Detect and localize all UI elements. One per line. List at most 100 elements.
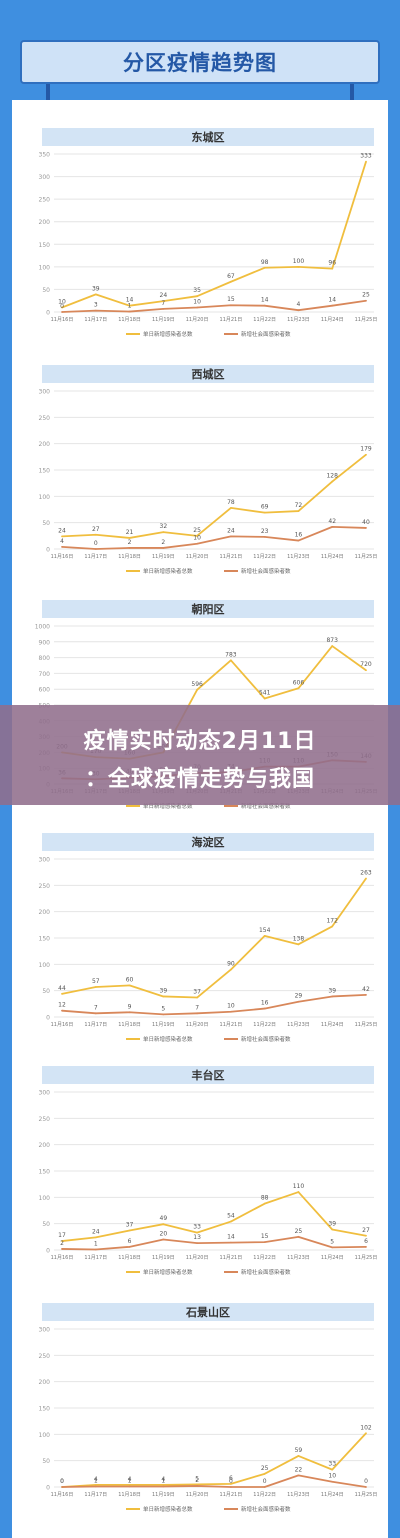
data-point — [297, 687, 300, 690]
series-line-2 — [61, 1235, 367, 1251]
y-tick-label: 300 — [39, 1090, 51, 1097]
data-point — [61, 1240, 63, 1242]
data-label: 596 — [191, 681, 203, 688]
y-tick-label: 200 — [39, 441, 51, 448]
data-point — [331, 1480, 334, 1483]
legend-label-1: 单日新增感染者总数 — [143, 802, 193, 810]
x-tick-label: 11月25日 — [355, 1492, 378, 1498]
data-point — [162, 307, 165, 310]
x-tick-label: 11月17日 — [84, 554, 107, 560]
x-tick-label: 11月18日 — [118, 317, 141, 323]
data-label: 6 — [128, 1238, 132, 1245]
x-tick-label: 11月16日 — [51, 1255, 74, 1261]
data-label: 35 — [193, 287, 201, 294]
data-label: 333 — [360, 153, 372, 160]
x-tick-label: 11月21日 — [220, 1022, 243, 1028]
data-point — [331, 645, 334, 647]
data-point — [128, 310, 131, 313]
data-point — [365, 1486, 367, 1488]
data-label: 0 — [229, 1478, 233, 1485]
y-tick-label: 200 — [39, 909, 51, 916]
data-label: 42 — [328, 518, 336, 525]
data-point — [331, 925, 334, 928]
chart-title: 丰台区 — [42, 1066, 374, 1084]
data-point — [196, 306, 199, 309]
legend-label-2: 新增社会面感染者数 — [241, 1268, 291, 1276]
y-tick-label: 0 — [46, 1248, 50, 1255]
series-line-2 — [61, 299, 367, 313]
data-point — [297, 510, 300, 512]
x-tick-label: 11月23日 — [287, 317, 310, 323]
data-label: 10 — [193, 298, 201, 305]
data-label: 25 — [193, 527, 201, 534]
x-tick-label: 11月21日 — [220, 554, 243, 560]
legend-label-1: 单日新增感染者总数 — [143, 1505, 193, 1513]
y-tick-label: 150 — [39, 936, 51, 943]
data-label: 20 — [160, 1230, 168, 1237]
data-point — [196, 295, 199, 298]
data-label: 72 — [295, 502, 303, 509]
data-label: 2 — [195, 1477, 199, 1484]
data-label: 32 — [160, 523, 168, 530]
y-tick-label: 0 — [46, 1485, 50, 1492]
data-label: 10 — [328, 1473, 336, 1480]
hanger-left — [46, 84, 50, 102]
y-tick-label: 600 — [39, 687, 51, 694]
x-tick-label: 11月22日 — [253, 1022, 276, 1028]
chart-title: 海淀区 — [42, 833, 374, 851]
data-point — [331, 267, 334, 270]
data-label: 1 — [128, 303, 132, 310]
data-label: 21 — [126, 529, 134, 536]
data-label: 98 — [261, 259, 269, 266]
data-label: 37 — [193, 989, 201, 996]
x-tick-label: 11月25日 — [355, 1022, 378, 1028]
y-tick-label: 200 — [39, 1379, 51, 1386]
data-label: 7 — [161, 300, 165, 307]
data-point — [263, 1472, 266, 1475]
data-label: 0 — [364, 1478, 368, 1485]
data-label: 24 — [58, 527, 66, 534]
data-point — [94, 986, 97, 988]
data-label: 17 — [58, 1232, 66, 1239]
chart-title: 东城区 — [42, 128, 374, 146]
data-label: 0 — [263, 1478, 267, 1485]
data-point — [297, 265, 300, 268]
data-label: 1 — [94, 1240, 98, 1247]
data-label: 2 — [60, 1240, 64, 1247]
series-line-2 — [61, 525, 367, 550]
x-tick-label: 11月24日 — [321, 317, 344, 323]
legend-label-2: 新增社会面感染者数 — [241, 1035, 291, 1043]
data-point — [196, 542, 199, 545]
y-tick-label: 50 — [42, 988, 50, 995]
data-point — [162, 995, 165, 998]
data-label: 29 — [295, 993, 303, 1000]
series-line-1 — [61, 454, 367, 539]
data-point — [263, 304, 266, 307]
data-label: 33 — [328, 1461, 336, 1468]
data-point — [229, 968, 232, 971]
x-tick-label: 11月24日 — [321, 1255, 344, 1261]
data-point — [297, 1474, 300, 1477]
data-label: 4 — [60, 538, 64, 545]
y-tick-label: 150 — [39, 468, 51, 475]
data-label: 3 — [94, 302, 98, 309]
data-point — [128, 547, 131, 549]
data-point — [365, 299, 367, 302]
data-label: 7 — [94, 1004, 98, 1011]
data-point — [61, 306, 63, 309]
x-tick-label: 11月23日 — [287, 1255, 310, 1261]
data-label: 541 — [259, 690, 271, 697]
y-tick-label: 350 — [39, 152, 51, 159]
data-point — [162, 531, 165, 534]
y-tick-label: 100 — [39, 264, 51, 271]
data-point — [162, 547, 165, 549]
news-banner: 疫情实时动态2月11日 ：全球疫情走势与我国 — [0, 705, 400, 805]
legend-label-2: 新增社会面感染者数 — [241, 802, 291, 810]
data-point — [94, 1483, 97, 1486]
data-label: 67 — [227, 273, 235, 280]
y-tick-label: 50 — [42, 1458, 50, 1465]
data-label: 4 — [94, 1476, 98, 1483]
x-tick-label: 11月19日 — [152, 1492, 175, 1498]
